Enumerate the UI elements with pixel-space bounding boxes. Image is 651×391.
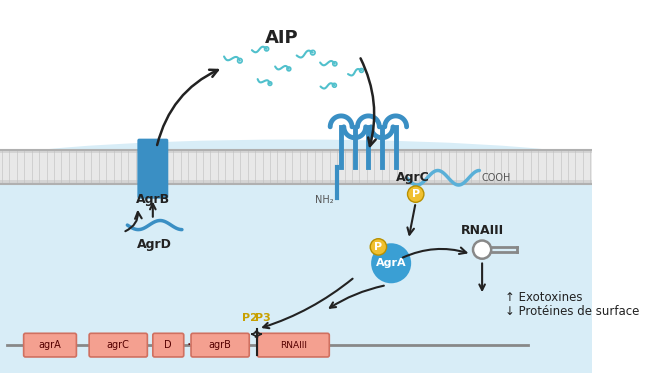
- Circle shape: [408, 186, 424, 202]
- FancyArrowPatch shape: [361, 58, 376, 146]
- Text: RNAIII: RNAIII: [460, 224, 504, 237]
- Circle shape: [371, 243, 411, 283]
- Ellipse shape: [0, 140, 621, 194]
- Text: AgrD: AgrD: [137, 238, 172, 251]
- Text: P: P: [411, 189, 420, 199]
- Text: ·: ·: [186, 338, 191, 352]
- Text: agrC: agrC: [107, 340, 130, 350]
- FancyBboxPatch shape: [153, 333, 184, 357]
- Text: P3: P3: [255, 313, 271, 323]
- FancyBboxPatch shape: [23, 333, 76, 357]
- Text: P2: P2: [242, 313, 258, 323]
- FancyBboxPatch shape: [257, 333, 329, 357]
- FancyArrowPatch shape: [157, 70, 218, 145]
- Text: AgrC: AgrC: [396, 171, 430, 185]
- Text: RNAIII: RNAIII: [280, 341, 307, 350]
- Circle shape: [473, 240, 492, 259]
- FancyBboxPatch shape: [191, 333, 249, 357]
- Bar: [0, 167, 592, 373]
- Text: ↑ Exotoxines: ↑ Exotoxines: [505, 291, 583, 304]
- FancyBboxPatch shape: [89, 333, 147, 357]
- Text: AIP: AIP: [265, 29, 299, 47]
- Text: agrB: agrB: [209, 340, 232, 350]
- Bar: [0, 153, 592, 181]
- Text: NH₂: NH₂: [315, 195, 334, 205]
- Text: AgrA: AgrA: [376, 258, 406, 268]
- Text: agrA: agrA: [38, 340, 61, 350]
- Text: AgrB: AgrB: [136, 193, 170, 206]
- Text: COOH: COOH: [481, 173, 510, 183]
- FancyArrowPatch shape: [408, 205, 415, 235]
- FancyArrowPatch shape: [403, 248, 466, 258]
- Text: P: P: [374, 242, 383, 252]
- Circle shape: [370, 239, 387, 255]
- Text: D: D: [165, 340, 172, 350]
- Text: ↓ Protéines de surface: ↓ Protéines de surface: [505, 305, 639, 318]
- FancyBboxPatch shape: [137, 139, 168, 199]
- Bar: [0, 150, 592, 184]
- FancyArrowPatch shape: [126, 212, 142, 231]
